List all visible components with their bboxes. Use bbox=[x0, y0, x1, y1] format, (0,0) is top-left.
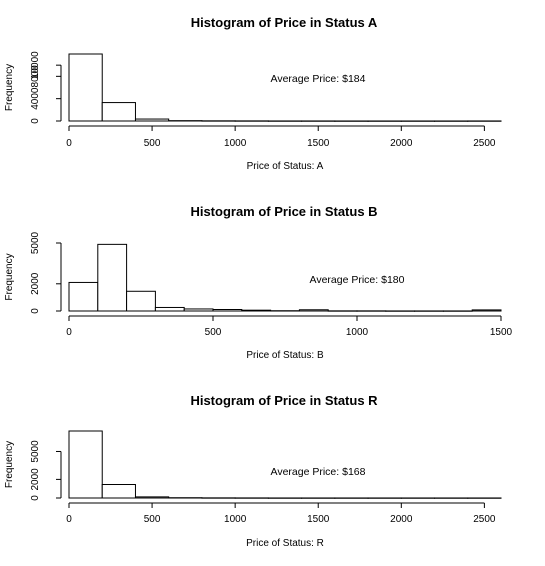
histogram-bar bbox=[126, 290, 156, 312]
histogram-bar bbox=[68, 281, 99, 312]
average-price-annotation: Average Price: $168 bbox=[271, 466, 366, 478]
y-tick-label: 2000 bbox=[30, 272, 41, 295]
y-axis-label: Frequency bbox=[4, 253, 15, 300]
x-tick-label: 1500 bbox=[307, 138, 330, 149]
x-axis-label: Price of Status: A bbox=[247, 161, 324, 172]
x-axis-label: Price of Status: B bbox=[246, 350, 324, 361]
x-tick-label: 500 bbox=[205, 327, 222, 338]
histogram-bar bbox=[471, 309, 502, 312]
y-tick-label: 8000 bbox=[30, 65, 41, 88]
histogram-bar bbox=[134, 118, 170, 122]
y-tick-label: 10000 bbox=[30, 51, 41, 79]
chart-title: Histogram of Price in Status R bbox=[190, 393, 378, 408]
histogram-bar bbox=[68, 430, 103, 499]
histogram-bar bbox=[101, 102, 136, 122]
histogram-bar bbox=[183, 308, 214, 312]
x-tick-label: 2500 bbox=[473, 138, 496, 149]
x-axis-label: Price of Status: R bbox=[246, 538, 324, 549]
x-tick-label: 500 bbox=[144, 514, 161, 525]
histogram-bar bbox=[97, 243, 128, 312]
histogram-bar bbox=[101, 484, 136, 499]
histogram-bar bbox=[241, 309, 272, 312]
histogram-bar bbox=[68, 53, 103, 122]
y-axis-label: Frequency bbox=[4, 441, 15, 488]
histogram-bar bbox=[212, 309, 243, 312]
chart-title: Histogram of Price in Status A bbox=[191, 15, 378, 30]
chart-title: Histogram of Price in Status B bbox=[190, 204, 377, 219]
y-tick-label: 0 bbox=[30, 495, 41, 501]
histogram-bar bbox=[154, 306, 185, 312]
x-tick-label: 2000 bbox=[390, 138, 413, 149]
histogram-bar bbox=[298, 309, 329, 312]
histogram-bar bbox=[134, 496, 170, 499]
average-price-annotation: Average Price: $180 bbox=[310, 274, 405, 286]
y-tick-label: 5000 bbox=[30, 231, 41, 254]
x-tick-label: 0 bbox=[66, 327, 72, 338]
x-tick-label: 2000 bbox=[390, 514, 413, 525]
x-tick-label: 0 bbox=[66, 514, 72, 525]
x-tick-label: 1000 bbox=[224, 514, 247, 525]
y-tick-label: 4000 bbox=[30, 87, 41, 110]
x-tick-label: 2500 bbox=[473, 514, 496, 525]
x-tick-label: 0 bbox=[66, 138, 72, 149]
x-tick-label: 1500 bbox=[490, 327, 513, 338]
y-tick-label: 0 bbox=[30, 308, 41, 314]
average-price-annotation: Average Price: $184 bbox=[271, 73, 366, 85]
y-tick-label: 0 bbox=[30, 118, 41, 124]
x-tick-label: 500 bbox=[144, 138, 161, 149]
y-tick-label: 5000 bbox=[30, 440, 41, 463]
x-tick-label: 1000 bbox=[346, 327, 369, 338]
y-tick-label: 2000 bbox=[30, 468, 41, 491]
x-tick-label: 1500 bbox=[307, 514, 330, 525]
x-tick-label: 1000 bbox=[224, 138, 247, 149]
y-axis-label: Frequency bbox=[4, 64, 15, 111]
